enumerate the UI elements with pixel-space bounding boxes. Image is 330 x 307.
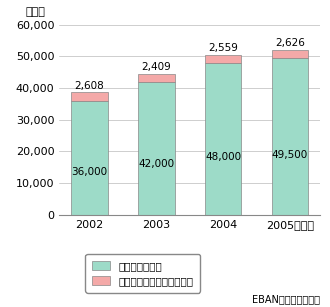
Bar bbox=[205, 63, 242, 215]
Text: 48,000: 48,000 bbox=[205, 152, 241, 162]
Bar bbox=[272, 49, 308, 58]
Bar bbox=[71, 101, 108, 215]
Legend: エンジェル投資, ベンチャーキャピタル投資: エンジェル投資, ベンチャーキャピタル投資 bbox=[85, 255, 200, 293]
Bar bbox=[71, 92, 108, 101]
Bar bbox=[138, 82, 175, 215]
Text: 42,000: 42,000 bbox=[138, 159, 175, 169]
Text: 2,409: 2,409 bbox=[142, 62, 171, 72]
Text: 2,559: 2,559 bbox=[208, 43, 238, 53]
Text: EBAN資料により作成: EBAN資料により作成 bbox=[252, 294, 320, 304]
Bar bbox=[205, 55, 242, 63]
Bar bbox=[138, 74, 175, 82]
Text: 36,000: 36,000 bbox=[72, 166, 108, 177]
Text: 2,626: 2,626 bbox=[275, 38, 305, 48]
Text: 49,500: 49,500 bbox=[272, 150, 308, 160]
Text: （社）: （社） bbox=[25, 7, 46, 17]
Text: 2,608: 2,608 bbox=[75, 81, 105, 91]
Bar bbox=[272, 58, 308, 215]
